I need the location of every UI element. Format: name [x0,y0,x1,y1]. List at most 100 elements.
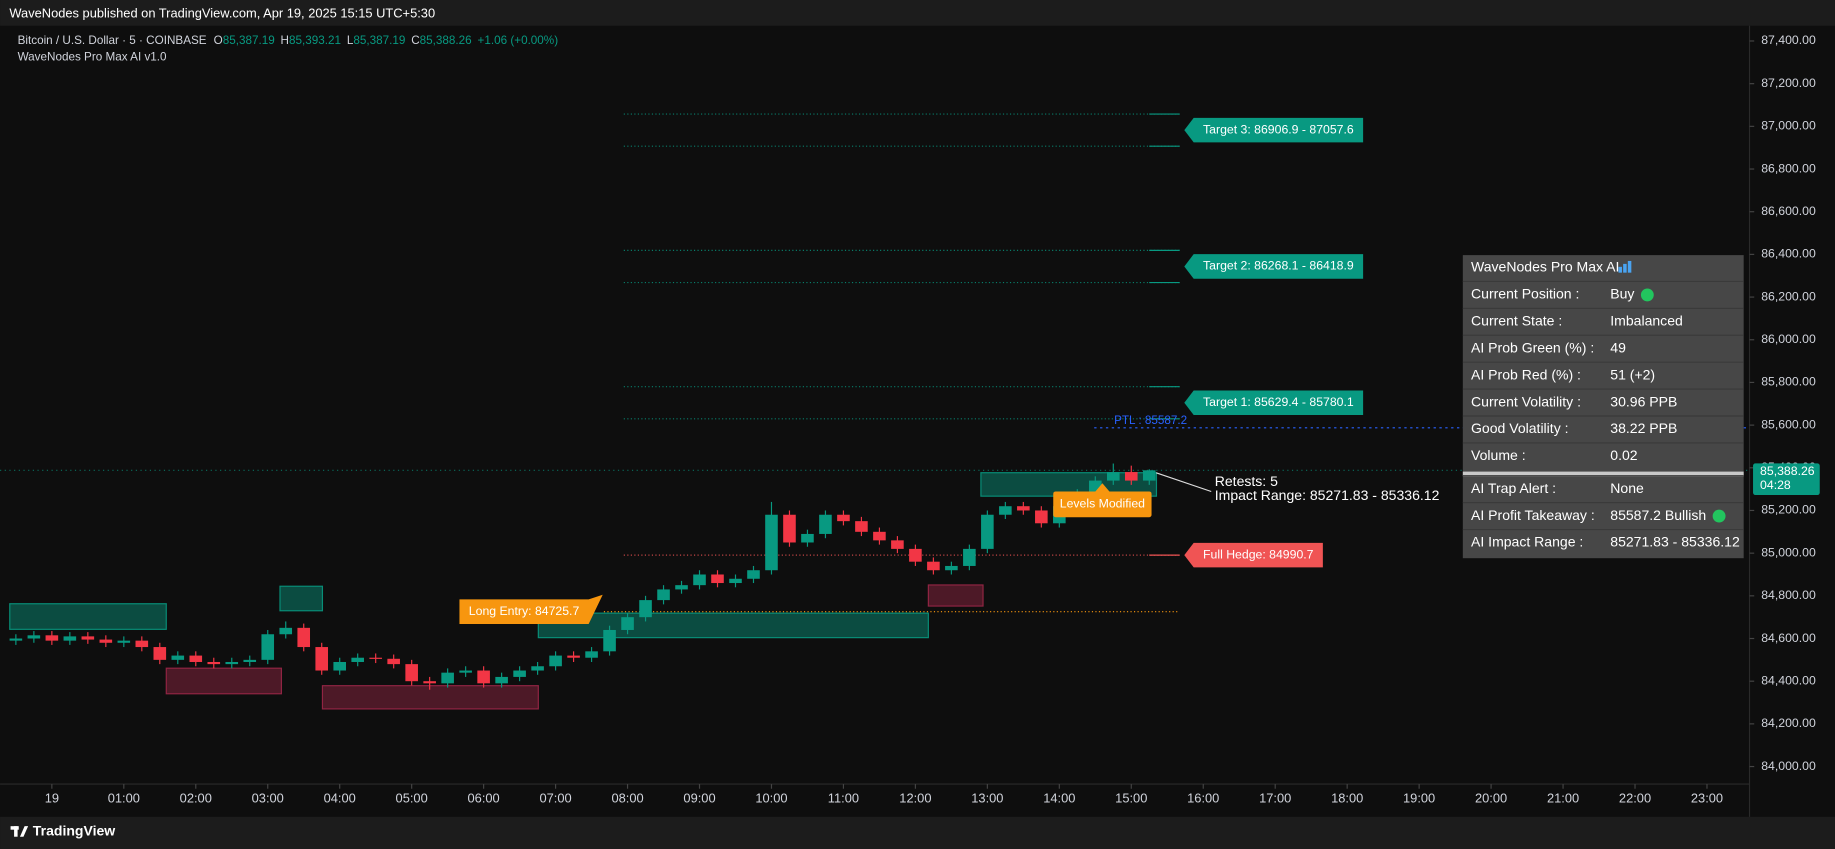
candle-body [837,514,850,522]
candle-body [747,570,760,579]
y-tick-label: 84,400.00 [1761,673,1816,687]
candle-body [801,533,814,543]
price-badge-countdown: 04:28 [1760,478,1791,492]
candle-body [927,561,940,571]
y-tick-label: 86,400.00 [1761,247,1816,261]
candle-body [1142,470,1156,481]
y-tick-label: 86,200.00 [1761,289,1816,303]
level-label-box [1184,542,1323,568]
candle-body [333,661,346,671]
row-value: Buy [1610,286,1634,302]
x-tick-label: 03:00 [252,791,284,806]
x-tick-label: 18:00 [1331,791,1363,806]
zone [321,685,539,710]
candle-body [261,634,275,660]
y-tick-label: 84,600.00 [1761,631,1816,645]
footer-brand: TradingView [33,823,115,839]
candle-body [171,655,185,660]
candle-body [963,548,976,566]
candle-body [369,657,382,659]
candle-body [387,658,400,665]
row-label: AI Prob Green (%) : [1471,339,1594,355]
top-bar [0,0,1835,26]
row-value: 85587.2 Bullish [1610,507,1706,523]
candle-body [441,672,454,684]
levels-modified-box [1053,491,1152,518]
x-tick-label: 16:00 [1187,791,1219,806]
x-tick-label: 08:00 [611,791,643,806]
ohlc-key: L [347,34,354,47]
y-tick-label: 85,000.00 [1761,545,1816,559]
row-value: 38.22 PPB [1610,420,1677,436]
row-value: 0.02 [1610,447,1638,463]
y-tick-label: 85,200.00 [1761,503,1816,517]
row-value: 51 (+2) [1610,366,1655,382]
change: +1.06 (+0.00%) [478,34,559,47]
x-tick-label: 15:00 [1115,791,1147,806]
row-value: None [1610,480,1644,496]
candle-body [603,629,616,652]
x-tick-label: 14:00 [1043,791,1075,806]
candle-body [135,640,149,648]
row-label: Current State : [1471,313,1562,329]
x-tick-label: 04:00 [324,791,356,806]
y-tick-label: 87,000.00 [1761,119,1816,133]
y-tick-label: 87,400.00 [1761,33,1816,47]
candle-body [891,540,904,549]
x-tick-label: 01:00 [108,791,140,806]
tv-logo [10,826,29,837]
x-tick-label: 09:00 [683,791,715,806]
candle-body [873,531,886,541]
candle-body [909,548,922,562]
status-dot [1712,509,1726,523]
row-label: Good Volatility : [1471,420,1569,436]
x-tick-label: 05:00 [396,791,428,806]
candle-body [693,574,706,586]
candle-body [81,636,95,640]
row-label: Current Volatility : [1471,393,1581,409]
candle-body [1106,472,1120,481]
zone [165,667,282,695]
y-tick-label: 86,000.00 [1761,332,1816,346]
candle-body [729,578,742,584]
candle-body [1017,506,1030,511]
candle-body [765,514,778,571]
price-badge-price: 85,388.26 [1760,464,1815,478]
candle-body [1035,510,1048,524]
candle-body [495,676,508,684]
y-tick-label: 85,600.00 [1761,417,1816,431]
level-label: Long Entry: 84725.7 [469,604,580,618]
candle-body [117,640,131,643]
status-dot [1640,288,1654,302]
ohlc-key: H [281,34,289,47]
candle-body [405,664,418,682]
y-tick-label: 84,000.00 [1761,759,1816,773]
y-tick-label: 85,800.00 [1761,375,1816,389]
row-value: 49 [1610,339,1626,355]
candle-body [315,647,329,671]
y-tick-label: 86,800.00 [1761,161,1816,175]
candle-body [531,666,544,671]
row-value: 30.96 PPB [1610,393,1677,409]
level-label-box [459,594,603,624]
x-tick-label: 07:00 [539,791,571,806]
x-tick-label: 12:00 [899,791,931,806]
candle-body [207,661,221,665]
level-label: Target 3: 86906.9 - 87057.6 [1203,122,1354,136]
row-label: Current Position : [1471,286,1579,302]
level-label: Target 2: 86268.1 - 86418.9 [1203,259,1354,273]
zone [279,585,324,612]
candle-body [819,514,832,534]
candle-body [279,627,293,635]
candle-body [783,514,796,543]
candle-body [981,514,994,549]
ohlc-key: C [411,34,419,47]
candle-body [351,657,364,662]
candle-body [585,651,598,658]
signal-icon [1618,266,1622,273]
levels-modified: Levels Modified [1060,497,1145,511]
impact-range: Impact Range: 85271.83 - 85336.12 [1215,487,1440,503]
row-value: Imbalanced [1610,313,1683,329]
ohlc-key: O [214,34,223,47]
